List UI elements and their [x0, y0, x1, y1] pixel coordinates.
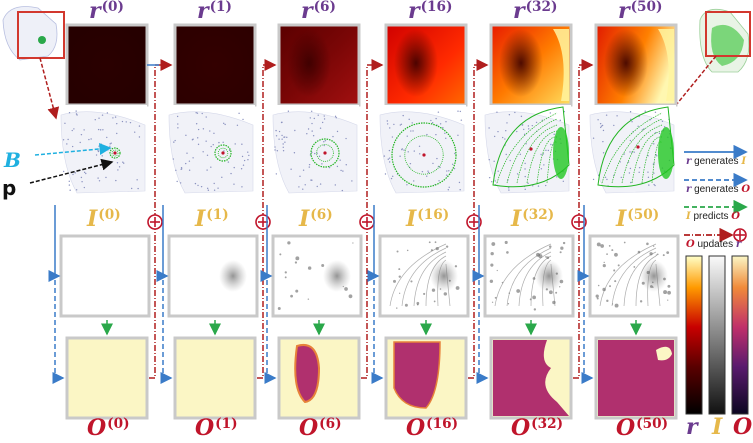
- column-1: [156, 23, 259, 420]
- arrows-0: [48, 205, 113, 384]
- r-panel-50: [594, 23, 678, 107]
- p-arrow: [29, 158, 114, 184]
- zoom-box-left: [17, 11, 65, 59]
- update-link-32: [571, 59, 594, 379]
- pointcloud-panel-1: [167, 105, 255, 195]
- o-label-50: O(50): [616, 415, 669, 441]
- column-50: [577, 23, 680, 420]
- i-panel-32: [483, 234, 575, 318]
- i-panel-1: [167, 234, 259, 318]
- pointer-annotations: [29, 143, 114, 184]
- arrows-6: [260, 205, 325, 384]
- legend-r-generates-o: r generates O: [686, 184, 751, 195]
- b-arrow: [34, 143, 112, 156]
- colorbar-label-i: I: [712, 414, 723, 440]
- i-label-6: I(6): [299, 206, 333, 232]
- r-panel-32: [489, 23, 573, 107]
- legend-i-predicts-o: I predicts O: [686, 211, 740, 222]
- r-label-32: r(32): [513, 0, 558, 24]
- o-label-32: O(32): [511, 415, 564, 441]
- o-panel-50: [594, 336, 678, 420]
- column-16: [367, 23, 470, 420]
- i-panel-16: [378, 234, 470, 318]
- colorbar-o: [731, 255, 749, 415]
- mini-shape-left: [2, 6, 65, 120]
- update-link-1: [255, 59, 277, 379]
- i-panel-6: [271, 234, 363, 318]
- o-panel-6: [277, 336, 361, 420]
- o-panel-1: [173, 336, 257, 420]
- update-link-0: [147, 59, 173, 379]
- o-label-1: O(1): [195, 415, 238, 441]
- o-panel-0: [65, 336, 149, 420]
- r-label-16: r(16): [408, 0, 453, 24]
- r-panel-6: [277, 23, 361, 107]
- r-panel-16: [384, 23, 468, 107]
- r-panel-0: [65, 23, 149, 107]
- colorbar-r: [685, 255, 703, 415]
- i-label-1: I(1): [195, 206, 229, 232]
- o-label-0: O(0): [87, 415, 130, 441]
- label-p: p: [2, 176, 17, 200]
- pointcloud-panel-6: [271, 105, 359, 195]
- pointcloud-panel-0: [59, 105, 147, 195]
- i-panel-50: [588, 234, 680, 318]
- arrows-32: [472, 205, 537, 384]
- arrows-16: [367, 205, 432, 384]
- o-label-16: O(16): [406, 415, 459, 441]
- legend-arrows: [684, 144, 748, 243]
- pointcloud-panel-50: [588, 105, 676, 195]
- label-b: B: [4, 148, 21, 172]
- arrows-50: [577, 205, 642, 384]
- colorbars: [685, 255, 749, 415]
- column-6: [260, 23, 363, 420]
- r-label-0: r(0): [89, 0, 124, 24]
- r-label-50: r(50): [618, 0, 663, 24]
- zoom-box-right: [705, 11, 751, 57]
- colorbar-label-r: r: [686, 414, 698, 440]
- i-label-16: I(16): [406, 206, 450, 232]
- pointcloud-panel-16: [378, 105, 466, 195]
- legend-o-updates-r: O updates r: [686, 239, 742, 250]
- zoom-arrow-left: [39, 57, 60, 120]
- o-panel-32: [489, 336, 573, 420]
- o-panel-16: [384, 336, 468, 420]
- i-panel-0: [59, 234, 151, 318]
- r-label-6: r(6): [301, 0, 336, 24]
- colorbar-label-o: O: [733, 414, 753, 440]
- pointcloud-panel-32: [483, 105, 571, 195]
- colorbar-i: [708, 255, 726, 415]
- legend-r-generates-i: r generates I: [686, 156, 747, 167]
- r-panel-1: [173, 23, 257, 107]
- r-label-1: r(1): [197, 0, 232, 24]
- o-label-6: O(6): [299, 415, 342, 441]
- update-link-16: [466, 59, 489, 379]
- i-label-0: I(0): [87, 206, 121, 232]
- i-label-32: I(32): [511, 206, 555, 232]
- i-label-50: I(50): [616, 206, 660, 232]
- arrows-1: [156, 205, 221, 384]
- column-32: [472, 23, 575, 420]
